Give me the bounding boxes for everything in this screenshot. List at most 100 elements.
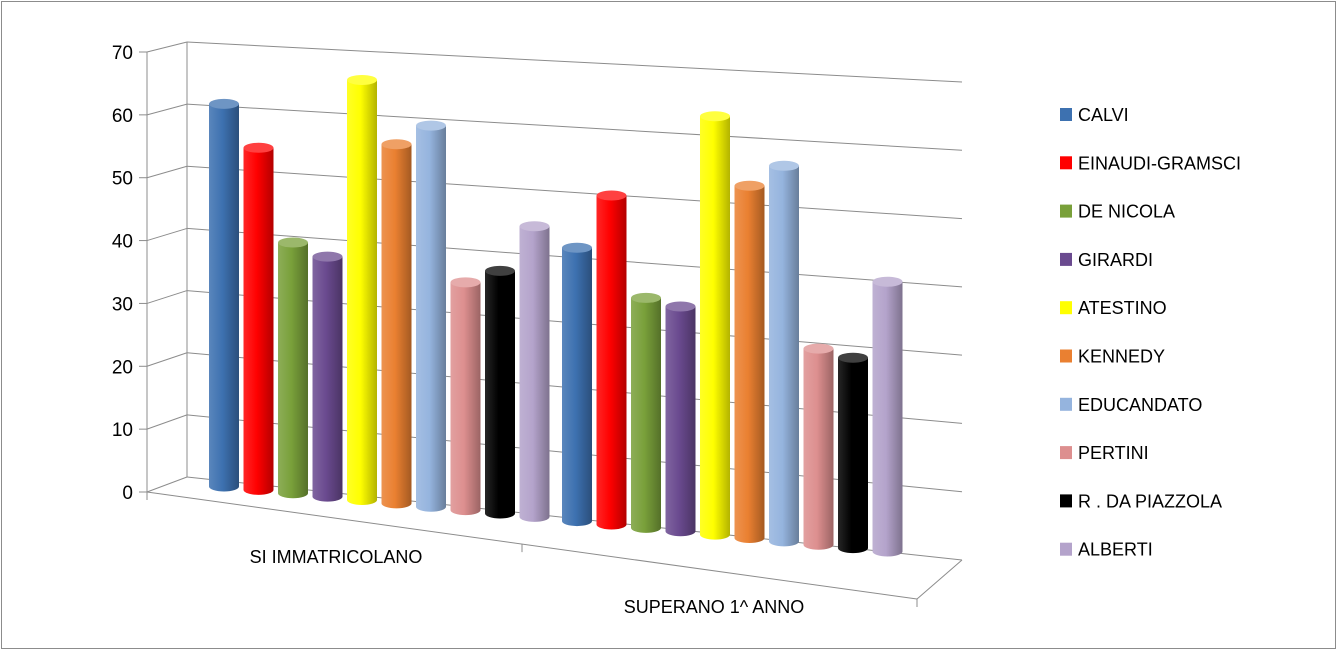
bar [485,265,515,519]
y-tick-label: 10 [112,420,133,441]
bar-body [700,116,730,540]
bar-body [838,357,868,554]
bar [562,242,592,527]
y-tick-label: 60 [112,106,133,127]
bar-top [872,276,903,287]
legend-label: PERTINI [1078,443,1149,463]
bar-top [209,98,239,109]
bar-body [312,256,343,502]
bar-body [872,281,903,557]
legend-swatch [1060,252,1072,266]
bar [519,221,550,522]
bar-top [734,180,765,191]
bar [838,352,868,554]
legend-swatch [1060,494,1072,508]
legend-label: ATESTINO [1078,298,1167,318]
bar-top [803,343,834,354]
y-tick-label: 30 [112,294,133,315]
bar-top [631,292,661,303]
bar-body [347,79,377,505]
bar [209,98,239,492]
bar [872,276,903,557]
bar [278,237,308,499]
bar [381,139,412,509]
bars [209,74,903,557]
side-gridline [146,290,188,304]
gridline [186,165,963,220]
bar-top [312,251,343,262]
legend-label: ALBERTI [1078,540,1153,560]
legend-swatch [1060,108,1072,121]
bar-body [278,242,308,499]
bar-top [416,120,446,131]
bar [596,190,627,530]
y-tick-label: 0 [122,483,133,504]
bar [769,160,799,547]
bar-body [243,147,274,495]
side-gridline [146,352,188,367]
bar-body [485,270,515,519]
bar-top [838,352,868,363]
bar-top [596,190,627,201]
legend-label: CALVI [1078,105,1129,125]
y-tick-label: 40 [112,232,133,253]
bar-body [519,226,550,522]
side-gridline [146,476,188,493]
bar-body [596,195,627,530]
bar [734,180,765,543]
bar-top [519,221,550,232]
side-gridline [146,103,188,116]
legend-label: EDUCANDATO [1078,395,1202,415]
legend-swatch [1060,446,1072,460]
legend: CALVI EINAUDI-GRAMSCI DE NICOLA GIRARDI ATES… [1060,105,1241,560]
bar-body [562,247,592,527]
side-gridline [146,227,188,242]
axis-labels: 0 10 20 30 40 50 60 70 SI IMMATRICOLANO SUPERANO … [112,43,804,617]
bar-top [700,111,730,122]
axes [139,42,963,607]
bar [631,292,661,533]
y-tick-label: 50 [112,169,133,190]
bar [347,74,377,505]
bar-top [769,160,799,171]
legend-label: R . DA PIAZZOLA [1078,491,1222,511]
x-category-label: SUPERANO 1^ ANNO [624,597,805,617]
bar [312,251,343,502]
legend-swatch [1060,397,1072,411]
side-gridline [146,165,188,179]
bar-body [769,165,799,547]
bar [700,111,730,540]
bar-top [243,142,274,153]
bar-top [665,301,696,312]
bar [665,301,696,537]
y-tick-label: 70 [112,43,133,64]
bar-body [209,103,239,492]
bar-top [450,277,481,288]
bar-body [734,185,765,543]
bar [803,343,834,550]
legend-label: DE NICOLA [1078,202,1175,222]
bar-top [485,265,515,276]
bar-body [450,282,481,516]
side-gridline [146,41,188,53]
floor-right-edge [916,559,963,600]
gridline [186,41,963,83]
bar-body [416,125,446,512]
bar [416,120,446,512]
side-gridline [146,414,188,430]
bar-top [562,242,592,253]
bar-body [631,297,661,533]
bar [243,142,274,495]
y-tick-label: 20 [112,357,133,378]
bar-top [347,74,377,85]
bar-body [665,306,696,537]
bar-top [381,139,412,150]
legend-swatch [1060,349,1072,363]
legend-label: KENNEDY [1078,347,1165,367]
x-category-label: SI IMMATRICOLANO [250,547,423,567]
legend-label: GIRARDI [1078,250,1153,270]
bar-body [803,348,834,550]
bar [450,277,481,516]
